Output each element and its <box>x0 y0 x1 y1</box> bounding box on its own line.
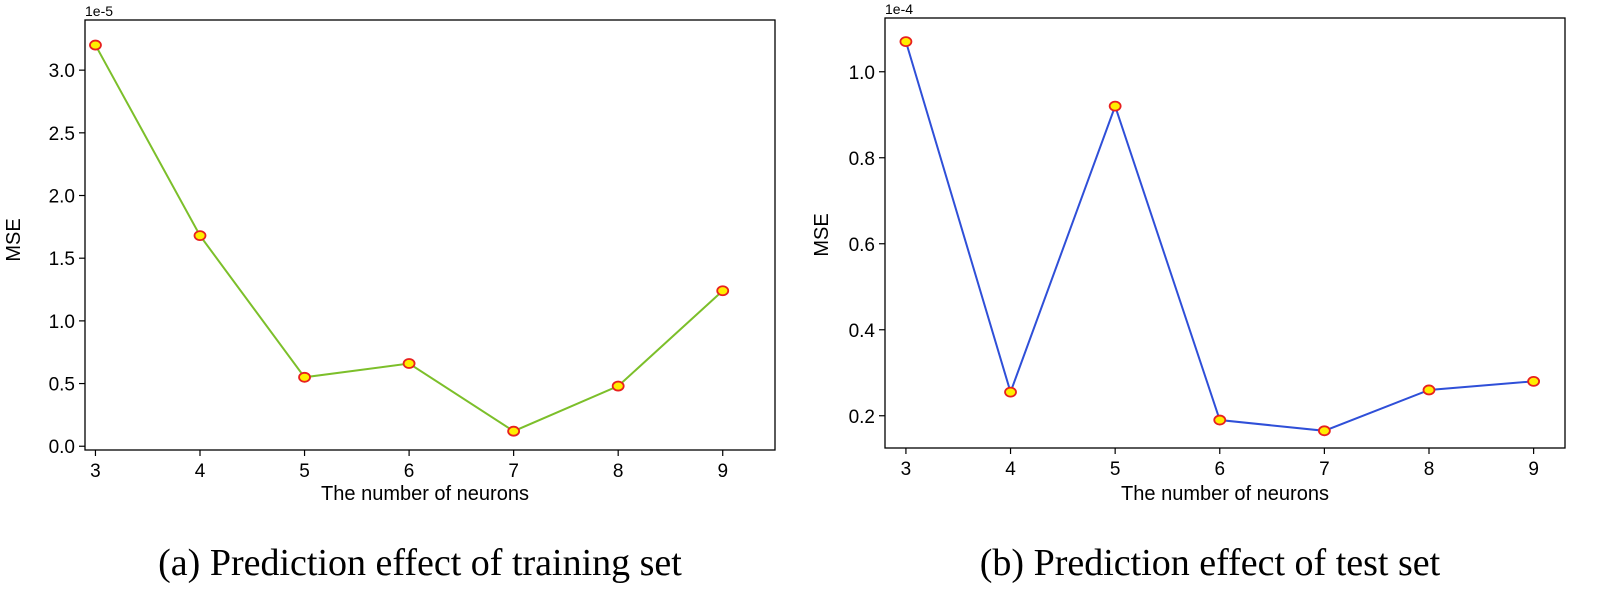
y-tick-label-b: 0.8 <box>849 149 875 170</box>
x-tick-label-a: 5 <box>299 461 310 482</box>
x-tick-label-b: 8 <box>1424 459 1435 480</box>
y-tick-label-b: 1.0 <box>849 63 875 84</box>
panel-b: 3 4 5 6 7 8 9 0.2 0.4 0.6 0.8 1.0 1e-4 The number o… <box>811 1 1566 584</box>
y-offset-label-a: 1e-5 <box>85 3 113 19</box>
series-line-b <box>904 41 1534 432</box>
y-tick-label-a: 1.5 <box>49 249 75 270</box>
panel-a: 3 4 5 6 7 8 9 0.0 0.5 1.0 1.5 2.0 2.5 3.0 1e-5 The nu… <box>3 3 776 584</box>
y-tick-label-b: 0.6 <box>849 235 875 256</box>
y-tick-label-a: 0.0 <box>49 437 75 458</box>
x-tick-label-a: 4 <box>195 461 206 482</box>
x-tick-label-b: 6 <box>1214 459 1225 480</box>
x-axis-label-b: The number of neurons <box>1121 483 1329 505</box>
data-point-b <box>1527 375 1541 387</box>
ticks-a: 3 4 5 6 7 8 9 0.0 0.5 1.0 1.5 2.0 2.5 3.0 <box>49 61 728 482</box>
x-tick-label-a: 3 <box>90 461 101 482</box>
data-point-b <box>1317 425 1331 437</box>
data-point-a <box>611 380 625 392</box>
caption-a: (a) Prediction effect of training set <box>158 542 682 584</box>
x-tick-label-b: 9 <box>1528 459 1539 480</box>
ticks-b: 3 4 5 6 7 8 9 0.2 0.4 0.6 0.8 1.0 <box>849 63 1539 480</box>
x-tick-label-b: 3 <box>901 459 912 480</box>
y-offset-label-b: 1e-4 <box>885 1 913 17</box>
data-point-a <box>507 425 521 437</box>
caption-b: (b) Prediction effect of test set <box>980 542 1441 584</box>
y-tick-label-a: 3.0 <box>49 61 75 82</box>
x-tick-label-a: 6 <box>404 461 415 482</box>
x-tick-label-a: 8 <box>613 461 624 482</box>
x-tick-label-a: 7 <box>508 461 519 482</box>
y-axis-label-a: MSE <box>3 218 25 261</box>
y-tick-label-a: 2.0 <box>49 187 75 208</box>
y-tick-label-a: 0.5 <box>49 375 75 396</box>
series-line-a <box>94 44 724 433</box>
y-tick-label-a: 2.5 <box>49 124 75 145</box>
x-tick-label-b: 5 <box>1110 459 1121 480</box>
y-axis-label-b: MSE <box>811 213 833 256</box>
y-tick-label-b: 0.4 <box>849 321 876 342</box>
x-axis-label-a: The number of neurons <box>321 483 529 505</box>
data-point-b <box>1422 384 1436 396</box>
data-point-b <box>1213 414 1227 426</box>
data-point-a <box>298 371 311 383</box>
plot-frame-a <box>84 19 776 451</box>
y-tick-label-a: 1.0 <box>49 312 75 333</box>
data-point-a <box>716 285 730 297</box>
marks-b <box>899 36 1541 437</box>
marks-a <box>89 39 730 437</box>
plot-frame-b <box>884 17 1566 449</box>
data-point-b <box>1108 100 1122 112</box>
data-point-a <box>402 358 416 369</box>
x-tick-label-a: 9 <box>717 461 728 482</box>
y-tick-label-b: 0.2 <box>849 407 875 428</box>
data-point-b <box>899 36 913 48</box>
data-point-a <box>193 230 207 242</box>
x-tick-label-b: 7 <box>1319 459 1330 480</box>
data-point-a <box>89 39 102 51</box>
x-tick-label-b: 4 <box>1005 459 1016 480</box>
data-point-b <box>1004 386 1017 398</box>
